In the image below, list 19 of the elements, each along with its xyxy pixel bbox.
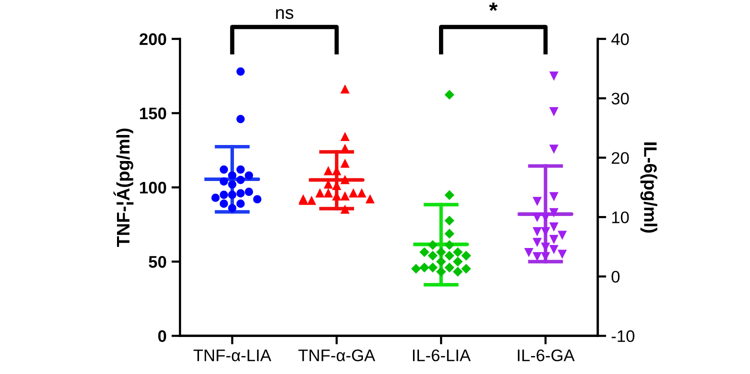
y-tick-label: 200 xyxy=(140,33,166,46)
y2-tick-label: 40 xyxy=(611,33,629,46)
x-tick-label: TNF-α-LIA xyxy=(194,350,272,362)
y2-tick-label: -10 xyxy=(612,330,634,342)
x-tick-label: IL-6-GA xyxy=(518,349,575,362)
y-tick-label: 50 xyxy=(148,256,166,268)
y2-tick-label: 20 xyxy=(612,152,629,164)
text: ns xyxy=(276,9,294,19)
y-tick-label: 0 xyxy=(158,330,166,342)
y-tick-label: 150 xyxy=(140,108,166,120)
text: * xyxy=(489,2,498,11)
y2-tick-label: 30 xyxy=(612,92,629,104)
y2-tick-label: 10 xyxy=(612,211,629,224)
y2-tick-label: 0 xyxy=(612,270,620,283)
y-axis-title: TNF-¦Á(pg/ml) xyxy=(113,128,134,247)
y-tick-label: 100 xyxy=(140,182,166,194)
x-tick-label: TNF-α-GA xyxy=(298,349,376,362)
x-tick-label: IL-6-LIA xyxy=(412,349,471,362)
y2-axis-title: IL-6(pg/ml) xyxy=(640,142,658,233)
